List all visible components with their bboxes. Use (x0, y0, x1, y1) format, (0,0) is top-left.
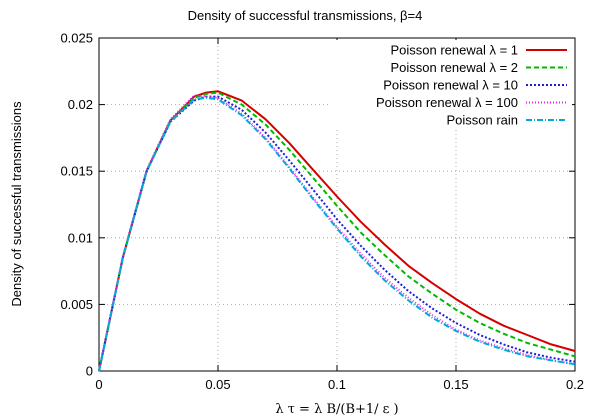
y-tick-labels: 0 0.005 0.01 0.015 0.02 0.025 (60, 31, 93, 379)
legend: Poisson renewal λ = 1 Poisson renewal λ =… (330, 40, 572, 128)
x-tick-labels: 0 0.05 0.1 0.15 0.2 (95, 377, 584, 392)
x-tick-label: 0.1 (328, 377, 346, 392)
x-tick-label: 0.15 (443, 377, 468, 392)
axis-ticks (98, 37, 576, 372)
y-tick-label: 0.01 (68, 230, 93, 245)
x-tick-label: 0.2 (566, 377, 584, 392)
legend-label-1: Poisson renewal λ = 1 (390, 43, 518, 58)
series-line-4 (98, 94, 576, 372)
x-axis-label: λ τ = λ B/(B+1/ ε ) (275, 402, 398, 417)
series-lines (98, 90, 576, 372)
series-line-5 (98, 96, 576, 372)
y-tick-label: 0.02 (68, 97, 93, 112)
series-line-1 (98, 90, 576, 372)
legend-label-2: Poisson renewal λ = 2 (390, 60, 518, 75)
series-line-2 (98, 91, 576, 372)
y-tick-label: 0.005 (60, 297, 93, 312)
chart-title: Density of successful transmissions, β=4 (188, 8, 423, 23)
y-tick-label: 0.025 (60, 31, 93, 46)
y-tick-label: 0 (86, 364, 93, 379)
legend-label-3: Poisson renewal λ = 10 (383, 78, 518, 93)
series-line-3 (98, 95, 576, 372)
x-tick-label: 0.05 (205, 377, 230, 392)
legend-label-5: Poisson rain (446, 113, 518, 128)
x-tick-label: 0 (95, 377, 102, 392)
legend-label-4: Poisson renewal λ = 100 (376, 95, 518, 110)
y-tick-label: 0.015 (60, 164, 93, 179)
y-axis-label: Density of successful transmissions (9, 101, 24, 307)
